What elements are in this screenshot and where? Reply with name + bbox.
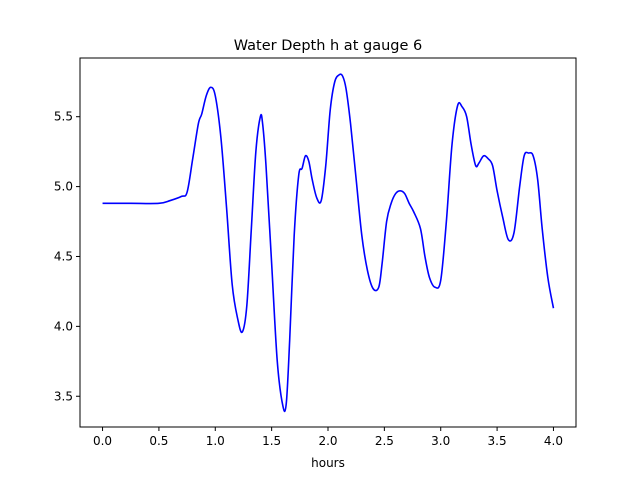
x-tick-label: 2.0: [318, 434, 337, 448]
chart-title: Water Depth h at gauge 6: [234, 38, 422, 54]
y-tick-label: 5.5: [54, 110, 73, 124]
series-layer: [102, 73, 555, 413]
x-tick-label: 0.5: [149, 434, 168, 448]
y-tick-label: 3.5: [54, 389, 73, 403]
x-tick-label: 0.0: [93, 434, 112, 448]
x-axis-label: hours: [311, 456, 345, 470]
x-tick-label: 1.5: [262, 434, 281, 448]
x-tick-label: 3.5: [488, 434, 507, 448]
y-tick-label: 4.5: [54, 249, 73, 263]
series-line-0: [102, 73, 555, 413]
y-axis: 3.5 4.0 4.5 5.0 5.5: [54, 110, 80, 403]
x-tick-label: 2.5: [375, 434, 394, 448]
x-tick-label: 4.0: [544, 434, 563, 448]
x-tick-label: 3.0: [431, 434, 450, 448]
y-tick-label: 4.0: [54, 319, 73, 333]
y-tick-label: 5.0: [54, 180, 73, 194]
x-tick-label: 1.0: [206, 434, 225, 448]
x-axis: 0.0 0.5 1.0 1.5 2.0 2.5 3.0 3.5 4.0: [93, 427, 563, 448]
